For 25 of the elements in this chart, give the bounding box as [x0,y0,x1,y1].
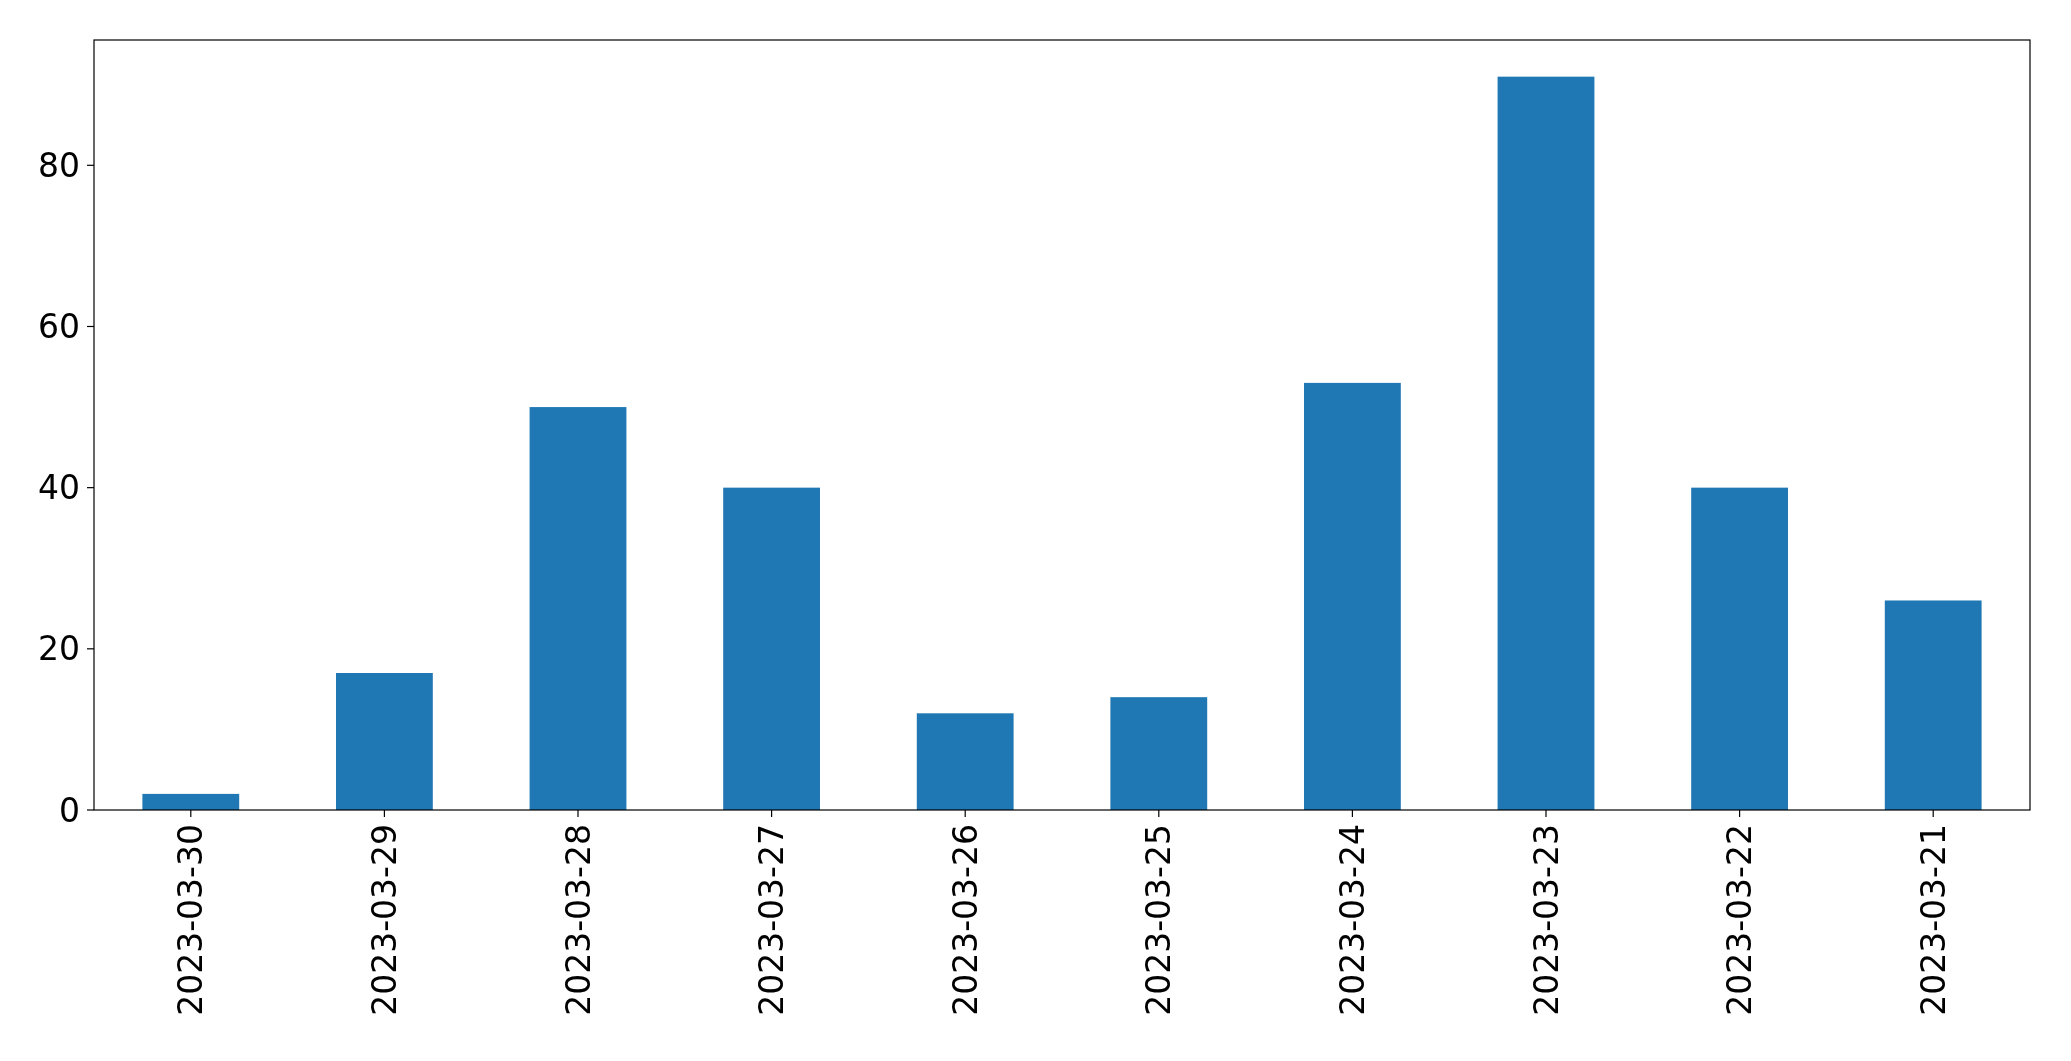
bar [1304,382,1401,810]
bar [529,407,627,810]
x-tick-label: 2023-03-30 [171,824,211,1016]
bar [142,793,240,810]
y-tick-label: 20 [38,629,80,669]
x-tick-label: 2023-03-28 [558,824,598,1016]
bar [916,713,1014,810]
x-tick-label: 2023-03-26 [945,824,985,1016]
x-tick-label: 2023-03-27 [752,824,792,1016]
x-tick-label: 2023-03-24 [1332,824,1372,1016]
x-tick-label: 2023-03-25 [1139,824,1179,1016]
x-tick-label: 2023-03-29 [364,824,404,1016]
y-tick-label: 40 [38,468,80,508]
bar [723,487,820,810]
x-tick-label: 2023-03-22 [1720,824,1760,1016]
y-tick-label: 80 [38,145,80,185]
bar [1110,697,1208,810]
y-tick-label: 60 [38,307,80,347]
bar [1497,76,1595,810]
x-tick-label: 2023-03-21 [1913,824,1953,1016]
bar [1691,487,1788,810]
x-tick-label: 2023-03-23 [1526,824,1566,1016]
y-tick-label: 0 [59,790,80,830]
bar [1884,600,1982,810]
bar [336,673,433,810]
